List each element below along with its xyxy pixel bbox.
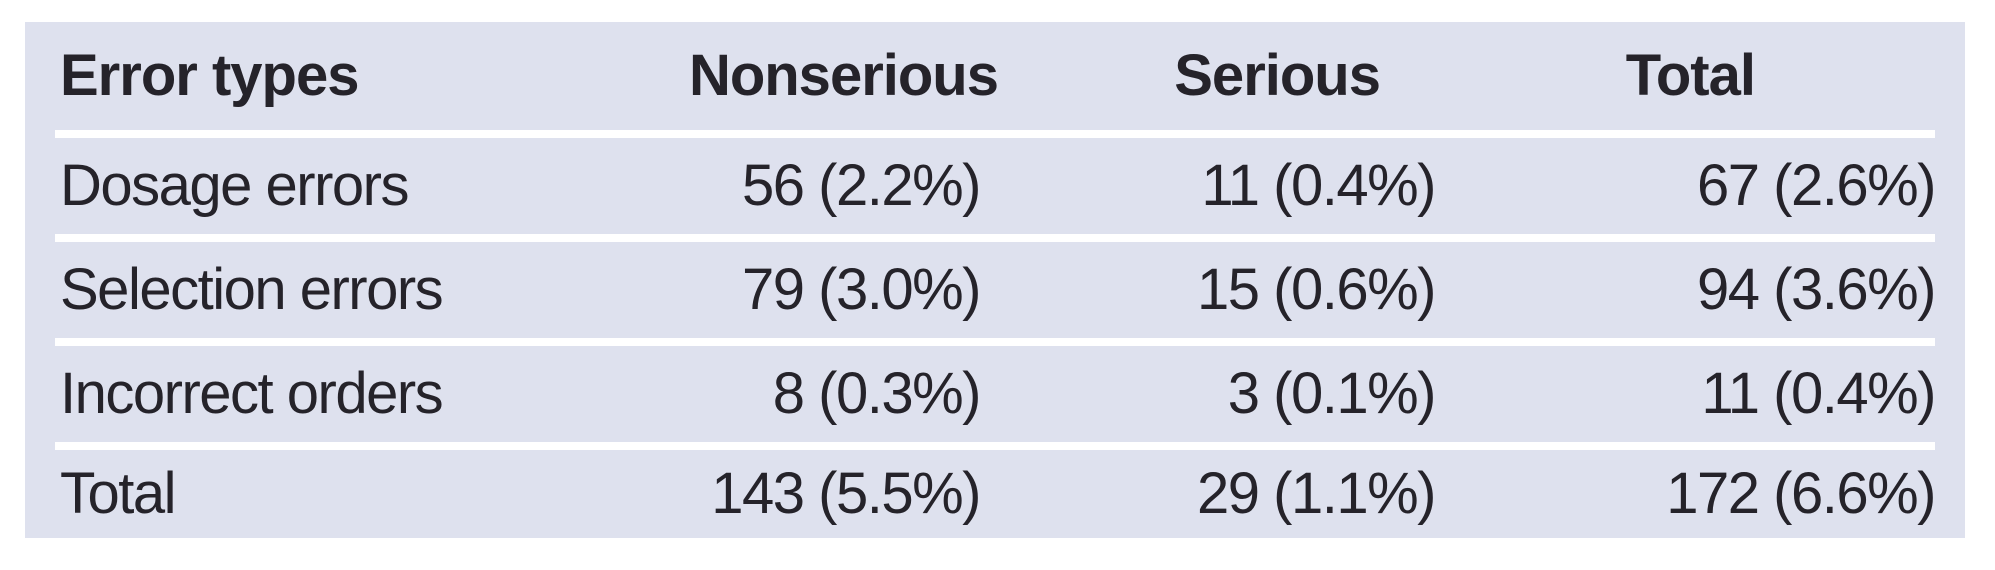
table-row-incorrect-orders: Incorrect orders 8 (0.3%) 3 (0.1%) 11 (0… <box>25 346 1965 442</box>
row-separator <box>55 338 1935 346</box>
column-header-error-types: Error types <box>60 43 359 108</box>
cell-total: 94 (3.6%) <box>1697 257 1936 322</box>
row-separator <box>55 130 1935 138</box>
row-label: Incorrect orders <box>60 361 444 426</box>
row-label: Selection errors <box>60 257 444 322</box>
table-header-row: Error types Nonserious Serious Total <box>25 22 1965 130</box>
column-header-serious: Serious <box>1174 43 1381 108</box>
error-types-table: Error types Nonserious Serious Total Dos… <box>25 22 1965 538</box>
table-row-total: Total 143 (5.5%) 29 (1.1%) 172 (6.6%) <box>25 450 1965 538</box>
cell-nonserious: 56 (2.2%) <box>742 153 981 218</box>
cell-total: 11 (0.4%) <box>1701 361 1936 426</box>
row-separator <box>55 234 1935 242</box>
cell-serious: 15 (0.6%) <box>1197 257 1436 322</box>
cell-serious: 3 (0.1%) <box>1227 361 1437 426</box>
cell-total: 172 (6.6%) <box>1666 461 1936 526</box>
table-row-selection-errors: Selection errors 79 (3.0%) 15 (0.6%) 94 … <box>25 242 1965 338</box>
column-header-nonserious: Nonserious <box>688 43 999 108</box>
cell-serious: 11 (0.4%) <box>1201 153 1436 218</box>
column-header-total: Total <box>1625 43 1756 108</box>
cell-serious: 29 (1.1%) <box>1197 461 1436 526</box>
cell-nonserious: 8 (0.3%) <box>772 361 982 426</box>
row-label: Total <box>60 461 177 526</box>
cell-total: 67 (2.6%) <box>1697 153 1936 218</box>
row-separator <box>55 442 1935 450</box>
table-row-dosage-errors: Dosage errors 56 (2.2%) 11 (0.4%) 67 (2.… <box>25 138 1965 234</box>
row-label: Dosage errors <box>60 153 409 218</box>
cell-nonserious: 143 (5.5%) <box>711 461 981 526</box>
cell-nonserious: 79 (3.0%) <box>742 257 981 322</box>
